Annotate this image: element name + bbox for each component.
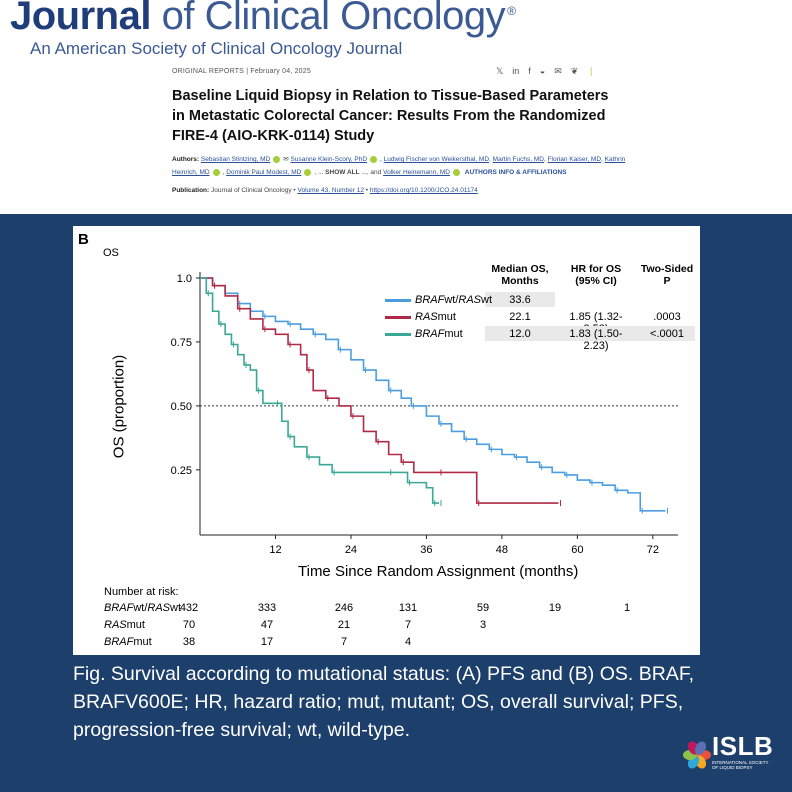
col-header-p: Two-Sided P xyxy=(637,263,697,287)
orcid-icon[interactable] xyxy=(273,156,280,163)
legend-swatch xyxy=(385,299,411,302)
authors-label: Authors: xyxy=(172,156,199,163)
facebook-icon[interactable]: f xyxy=(528,66,531,77)
figure-caption: Fig. Survival according to mutational st… xyxy=(73,660,713,744)
x-icon[interactable]: 𝕏 xyxy=(496,66,503,77)
publication-line: Publication: Journal of Clinical Oncolog… xyxy=(172,187,478,194)
bluesky-icon[interactable]: ❦ xyxy=(571,66,579,77)
risk-value: 432 xyxy=(174,602,204,614)
risk-value: 47 xyxy=(252,619,282,631)
article-title: Baseline Liquid Biopsy in Relation to Ti… xyxy=(172,86,622,146)
risk-value: 7 xyxy=(393,619,423,631)
legend-label: RASmut xyxy=(415,311,456,323)
legend-label: BRAFmut xyxy=(415,328,463,340)
orcid-icon[interactable] xyxy=(370,156,377,163)
journal-title-word: Journal xyxy=(10,0,151,38)
islb-logo-text: ISLB xyxy=(712,731,773,762)
orcid-icon[interactable] xyxy=(213,169,220,176)
x-tick-label: 12 xyxy=(269,544,281,556)
affiliations-link[interactable]: AUTHORS INFO & AFFILIATIONS xyxy=(465,169,567,176)
risk-value: 3 xyxy=(468,619,498,631)
article-header: Journal of Clinical Oncology ® An America… xyxy=(0,0,792,214)
journal-title[interactable]: Journal of Clinical Oncology ® xyxy=(10,0,515,39)
orcid-icon[interactable] xyxy=(304,169,311,176)
col-header-hr: HR for OS (95% CI) xyxy=(563,263,629,287)
risk-value: 131 xyxy=(393,602,423,614)
wechat-icon[interactable]: ◒ xyxy=(540,66,545,77)
legend-swatch xyxy=(385,316,411,319)
show-all-button[interactable]: SHOW ALL xyxy=(325,169,359,176)
risk-value: 19 xyxy=(540,602,570,614)
share-bar: 𝕏 in f ◒ ✉ ❦ ❘ xyxy=(496,66,595,77)
risk-row-label: RASmut xyxy=(104,619,145,631)
risk-row-label: BRAFwt/RASwt xyxy=(104,602,181,614)
article-meta: ORIGINAL REPORTS | February 04, 2025 xyxy=(172,68,311,75)
x-tick-label: 36 xyxy=(420,544,432,556)
risk-value: 1 xyxy=(612,602,642,614)
doi-link[interactable]: https://doi.org/10.1200/JCO.24.01174 xyxy=(370,187,478,194)
islb-logo-icon xyxy=(683,735,711,775)
author-link[interactable]: Martin Fuchs, MD xyxy=(493,156,544,163)
x-tick-label: 48 xyxy=(496,544,508,556)
and-text: ..., and xyxy=(361,169,381,176)
km-figure: B OS OS (proportion) 1.0 0.75 0.50 0.25 12 24… xyxy=(73,226,700,655)
risk-value: 38 xyxy=(174,636,204,648)
x-tick-label: 72 xyxy=(647,544,659,556)
y-tick-label: 0.25 xyxy=(171,465,192,477)
risk-value: 4 xyxy=(393,636,423,648)
volume-link[interactable]: Volume 43, Number 12 xyxy=(297,187,363,194)
x-tick-label: 60 xyxy=(571,544,583,556)
x-axis-label: Time Since Random Assignment (months) xyxy=(298,563,578,580)
publication-name: Journal of Clinical Oncology xyxy=(211,187,292,194)
risk-value: 70 xyxy=(174,619,204,631)
col-header-median: Median OS, Months xyxy=(485,263,555,287)
risk-row-label: BRAFmut xyxy=(104,636,152,648)
y-tick-label: 1.0 xyxy=(177,273,192,285)
legend-cell-median: 22.1 xyxy=(485,311,555,323)
email-icon[interactable]: ✉ xyxy=(554,66,562,77)
y-tick-label: 0.75 xyxy=(171,337,192,349)
legend-cell-p: .0003 xyxy=(637,311,697,323)
author-link[interactable]: Ludwig Fischer von Weikersthal, MD xyxy=(384,156,489,163)
legend-cell-median: 12.0 xyxy=(485,328,555,340)
x-tick-label: 24 xyxy=(345,544,357,556)
publication-label: Publication: xyxy=(172,187,209,194)
y-tick-label: 0.50 xyxy=(171,401,192,413)
journal-title-rest: of Clinical Oncology xyxy=(151,0,505,38)
legend-label: BRAFwt/RASwt xyxy=(415,294,492,306)
risk-value: 17 xyxy=(252,636,282,648)
legend-cell-hr: 1.83 (1.50-2.23) xyxy=(563,328,629,352)
orcid-icon[interactable] xyxy=(453,169,460,176)
risk-value: 333 xyxy=(252,602,282,614)
islb-logo-subtext: INTERNATIONAL SOCIETY OF LIQUID BIOPSY xyxy=(712,760,772,770)
risk-value: 59 xyxy=(468,602,498,614)
legend-cell-p: <.0001 xyxy=(637,328,697,340)
risk-value: 21 xyxy=(329,619,359,631)
risk-value: 7 xyxy=(329,636,359,648)
risk-table-label: Number at risk: xyxy=(104,586,179,598)
author-link[interactable]: Volker Heinemann, MD xyxy=(383,169,450,176)
legend-cell-median: 33.6 xyxy=(485,294,555,306)
risk-value: 246 xyxy=(329,602,359,614)
authors-list: Authors: Sebastian Stintzing, MD ✉ Susann… xyxy=(172,153,632,179)
author-link[interactable]: Sebastian Stintzing, MD xyxy=(201,156,270,163)
author-link[interactable]: Susanne Klein-Scory, PhD xyxy=(291,156,367,163)
citation-icon[interactable]: ❘ xyxy=(587,66,595,77)
registered-mark: ® xyxy=(507,4,515,18)
author-link[interactable]: Florian Kaiser, MD xyxy=(548,156,601,163)
legend-swatch xyxy=(385,333,411,336)
journal-subtitle: An American Society of Clinical Oncology… xyxy=(30,39,402,59)
linkedin-icon[interactable]: in xyxy=(512,66,519,77)
author-link[interactable]: Dominik Paul Modest, MD xyxy=(226,169,301,176)
